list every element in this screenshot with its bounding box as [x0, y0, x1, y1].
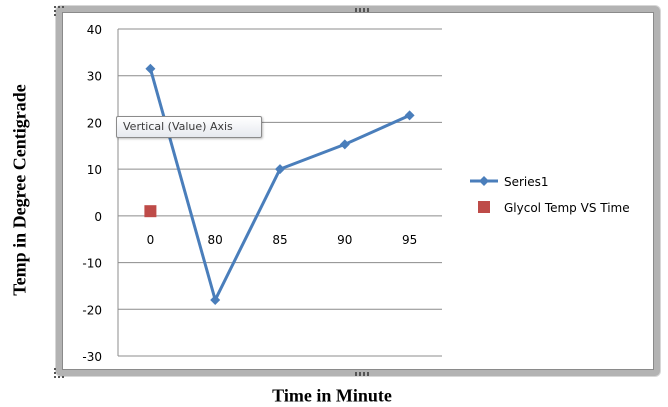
y-tick-label: -30 [82, 350, 102, 364]
bottom-left-resize-handle[interactable] [54, 368, 64, 378]
x-tick-label: 0 [147, 233, 155, 247]
legend-label: Series1 [504, 175, 549, 189]
y-tick-label: 0 [94, 210, 102, 224]
x-tick-label: 95 [402, 233, 417, 247]
legend-marker [479, 176, 489, 186]
data-point [275, 164, 285, 175]
data-point [145, 63, 156, 74]
y-tick-label: 40 [87, 23, 102, 37]
x-tick-label: 85 [272, 233, 287, 247]
top-left-resize-handle[interactable] [54, 6, 64, 16]
data-point [144, 205, 157, 218]
x-axis-title: Time in Minute [272, 385, 392, 406]
y-tick-label: -20 [82, 303, 102, 317]
x-tick-label: 90 [337, 233, 352, 247]
x-tick-label: 80 [208, 233, 223, 247]
y-axis-title: Temp in Degree Centigrade [9, 84, 30, 296]
series-line [148, 68, 411, 302]
data-point [210, 294, 221, 305]
data-point [404, 110, 415, 121]
axis-tooltip: Vertical (Value) Axis [116, 116, 262, 138]
bottom-resize-handle[interactable] [355, 372, 369, 376]
data-point [339, 139, 350, 150]
legend-marker [478, 201, 490, 213]
y-tick-label: 10 [87, 163, 102, 177]
top-resize-handle[interactable] [355, 8, 369, 12]
legend-label: Glycol Temp VS Time [504, 201, 630, 215]
y-tick-label: 30 [87, 70, 102, 84]
y-tick-label: -10 [82, 257, 102, 271]
y-tick-label: 20 [87, 116, 102, 130]
